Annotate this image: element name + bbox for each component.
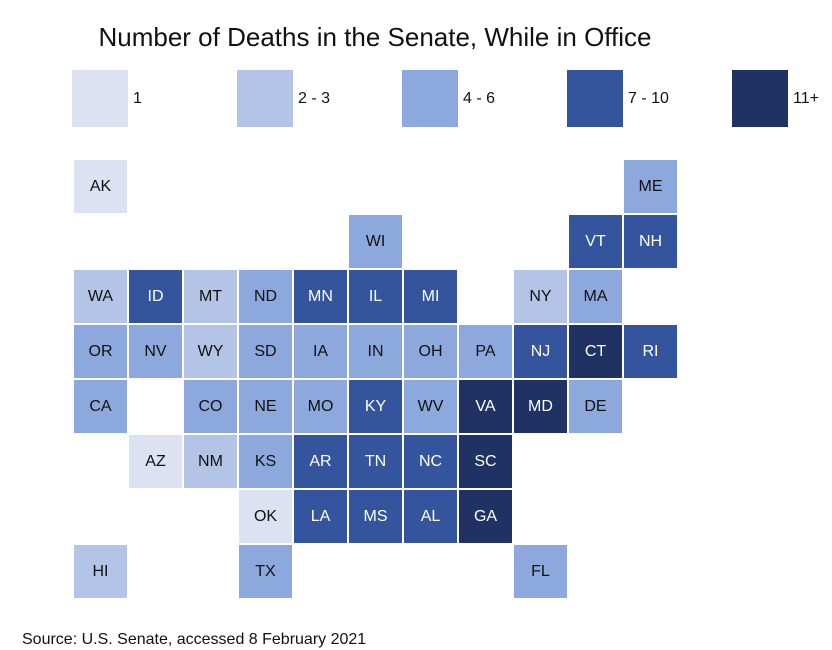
map-title: Number of Deaths in the Senate, While in… bbox=[98, 22, 652, 52]
state-tile-sc: SC bbox=[459, 435, 512, 488]
state-tile-md: MD bbox=[514, 380, 567, 433]
state-tile-or: OR bbox=[74, 325, 127, 378]
state-tile-wy: WY bbox=[184, 325, 237, 378]
state-tile-il: IL bbox=[349, 270, 402, 323]
state-tile-ma: MA bbox=[569, 270, 622, 323]
state-tile-ny: NY bbox=[514, 270, 567, 323]
state-tile-nc: NC bbox=[404, 435, 457, 488]
state-tile-ok: OK bbox=[239, 490, 292, 543]
state-tile-ar: AR bbox=[294, 435, 347, 488]
state-tile-ia: IA bbox=[294, 325, 347, 378]
state-tile-nd: ND bbox=[239, 270, 292, 323]
state-tile-nv: NV bbox=[129, 325, 182, 378]
state-tile-nj: NJ bbox=[514, 325, 567, 378]
state-tile-ca: CA bbox=[74, 380, 127, 433]
state-tile-mo: MO bbox=[294, 380, 347, 433]
state-tile-tn: TN bbox=[349, 435, 402, 488]
state-tile-nh: NH bbox=[624, 215, 677, 268]
source-note: Source: U.S. Senate, accessed 8 February… bbox=[22, 631, 367, 648]
legend-swatch bbox=[567, 70, 623, 127]
state-tile-ks: KS bbox=[239, 435, 292, 488]
state-tile-hi: HI bbox=[74, 545, 127, 598]
state-tile-nm: NM bbox=[184, 435, 237, 488]
state-tile-sd: SD bbox=[239, 325, 292, 378]
legend-swatch bbox=[72, 70, 128, 127]
state-tile-ct: CT bbox=[569, 325, 622, 378]
legend-swatch bbox=[237, 70, 293, 127]
state-tile-co: CO bbox=[184, 380, 237, 433]
state-tile-mt: MT bbox=[184, 270, 237, 323]
state-tile-wv: WV bbox=[404, 380, 457, 433]
state-tile-mn: MN bbox=[294, 270, 347, 323]
state-tile-de: DE bbox=[569, 380, 622, 433]
state-tile-ga: GA bbox=[459, 490, 512, 543]
state-tile-me: ME bbox=[624, 160, 677, 213]
state-tile-ak: AK bbox=[74, 160, 127, 213]
state-tile-ms: MS bbox=[349, 490, 402, 543]
legend-label: 1 bbox=[133, 90, 142, 107]
state-tile-ky: KY bbox=[349, 380, 402, 433]
state-tile-oh: OH bbox=[404, 325, 457, 378]
legend-swatch bbox=[732, 70, 788, 127]
state-tile-va: VA bbox=[459, 380, 512, 433]
state-tile-ne: NE bbox=[239, 380, 292, 433]
state-tile-fl: FL bbox=[514, 545, 567, 598]
state-tile-pa: PA bbox=[459, 325, 512, 378]
state-tile-az: AZ bbox=[129, 435, 182, 488]
state-tile-wi: WI bbox=[349, 215, 402, 268]
state-tile-al: AL bbox=[404, 490, 457, 543]
state-tile-vt: VT bbox=[569, 215, 622, 268]
state-tile-tx: TX bbox=[239, 545, 292, 598]
legend-label: 4 - 6 bbox=[463, 90, 496, 107]
legend-swatch bbox=[402, 70, 458, 127]
state-tile-mi: MI bbox=[404, 270, 457, 323]
state-tile-id: ID bbox=[129, 270, 182, 323]
state-tile-ri: RI bbox=[624, 325, 677, 378]
state-tile-in: IN bbox=[349, 325, 402, 378]
legend-label: 2 - 3 bbox=[298, 90, 331, 107]
state-tile-la: LA bbox=[294, 490, 347, 543]
legend-label: 11+ bbox=[793, 90, 819, 107]
state-tile-wa: WA bbox=[74, 270, 127, 323]
legend-label: 7 - 10 bbox=[628, 90, 669, 107]
